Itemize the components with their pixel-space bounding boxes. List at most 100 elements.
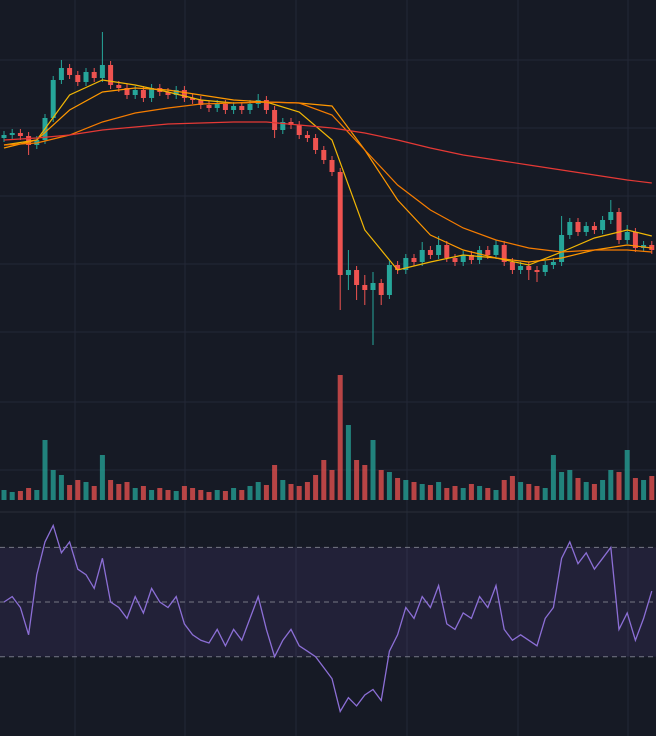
- volume-bar: [378, 470, 384, 500]
- volume-bar: [222, 491, 228, 500]
- volume-bar: [591, 484, 597, 500]
- candle-body: [99, 65, 105, 78]
- candle-body: [83, 72, 89, 82]
- candle-body: [427, 250, 433, 255]
- candle-body: [263, 100, 269, 110]
- volume-bar: [124, 482, 130, 500]
- candle-body: [108, 65, 114, 85]
- candle-body: [485, 250, 491, 255]
- candle-body: [624, 232, 630, 240]
- volume-bar: [559, 472, 565, 500]
- volume-bar: [436, 482, 442, 500]
- volume-bar: [501, 480, 507, 500]
- candle-body: [17, 133, 23, 136]
- volume-bar: [255, 482, 261, 500]
- volume-bar: [460, 488, 466, 500]
- volume-bar: [608, 470, 614, 500]
- candle-body: [559, 235, 565, 262]
- volume-bar: [157, 488, 163, 500]
- candle-body: [58, 68, 64, 80]
- volume-bar: [583, 482, 589, 500]
- volume-bar: [632, 478, 638, 500]
- candle-body: [296, 125, 302, 135]
- candle-body: [304, 135, 310, 138]
- volume-bar: [485, 488, 491, 500]
- volume-bar: [50, 470, 56, 500]
- moving-average-line: [3, 121, 652, 184]
- candle-body: [313, 138, 319, 150]
- candle-body: [616, 212, 622, 240]
- volume-bar: [9, 492, 15, 500]
- moving-average-line: [3, 79, 652, 271]
- volume-bar: [165, 490, 171, 500]
- volume-bar: [231, 488, 237, 500]
- volume-bar: [567, 470, 573, 500]
- volume-bar: [395, 478, 401, 500]
- candle-body: [632, 232, 638, 248]
- moving-average-line: [3, 87, 652, 263]
- candle-body: [26, 136, 32, 145]
- volume-bar: [288, 484, 294, 500]
- candle-body: [50, 80, 56, 118]
- volume-bar: [345, 425, 351, 500]
- volume-bar: [403, 480, 409, 500]
- volume-bar: [58, 475, 64, 500]
- candle-body: [509, 262, 515, 270]
- candle-body: [1, 135, 7, 138]
- volume-bar: [272, 465, 278, 500]
- candle-body: [132, 90, 138, 95]
- volume-bar: [108, 480, 114, 500]
- candle-body: [329, 160, 335, 172]
- candle-body: [403, 258, 409, 270]
- candle-body: [411, 258, 417, 262]
- candle-body: [198, 100, 204, 105]
- candle-body: [231, 106, 237, 110]
- candle-body: [91, 72, 97, 78]
- candle-body: [378, 283, 384, 295]
- candle-body: [247, 104, 253, 110]
- candle-body: [501, 245, 507, 262]
- candle-body: [222, 104, 228, 110]
- volume-bar: [600, 480, 606, 500]
- volume-bar: [263, 485, 269, 500]
- volume-bar: [206, 492, 212, 500]
- volume-bar: [575, 478, 581, 500]
- candle-body: [542, 265, 548, 272]
- volume-bar: [427, 485, 433, 500]
- volume-bar: [370, 440, 376, 500]
- volume-bar: [149, 490, 155, 500]
- candle-body: [493, 245, 499, 255]
- candle-body: [460, 255, 466, 262]
- candle-body: [550, 262, 556, 265]
- volume-bar: [641, 480, 647, 500]
- volume-bar: [190, 488, 196, 500]
- candle-body: [75, 75, 81, 82]
- volume-bar: [42, 440, 48, 500]
- volume-bar: [452, 486, 458, 500]
- volume-bar: [477, 486, 483, 500]
- rsi-line: [3, 523, 653, 714]
- volume-bar: [518, 482, 524, 500]
- volume-bar: [337, 375, 343, 500]
- volume-bar: [624, 450, 630, 500]
- candle-body: [370, 283, 376, 290]
- candle-body: [452, 258, 458, 262]
- candle-body: [600, 220, 606, 230]
- volume-bar: [313, 475, 319, 500]
- candle-body: [140, 90, 146, 98]
- candle-body: [362, 285, 368, 290]
- candle-body: [354, 270, 360, 285]
- volume-bar: [280, 480, 286, 500]
- volume-bar: [509, 476, 515, 500]
- volume-bar: [526, 484, 532, 500]
- candle-body: [173, 90, 179, 95]
- volume-bar: [329, 470, 335, 500]
- volume-bar: [83, 482, 89, 500]
- volume-bar: [140, 486, 146, 500]
- vertical-grid: [74, 0, 629, 736]
- candle-body: [9, 133, 15, 135]
- candle-body: [526, 266, 532, 270]
- volume-bar: [304, 482, 310, 500]
- moving-average-line: [3, 101, 652, 253]
